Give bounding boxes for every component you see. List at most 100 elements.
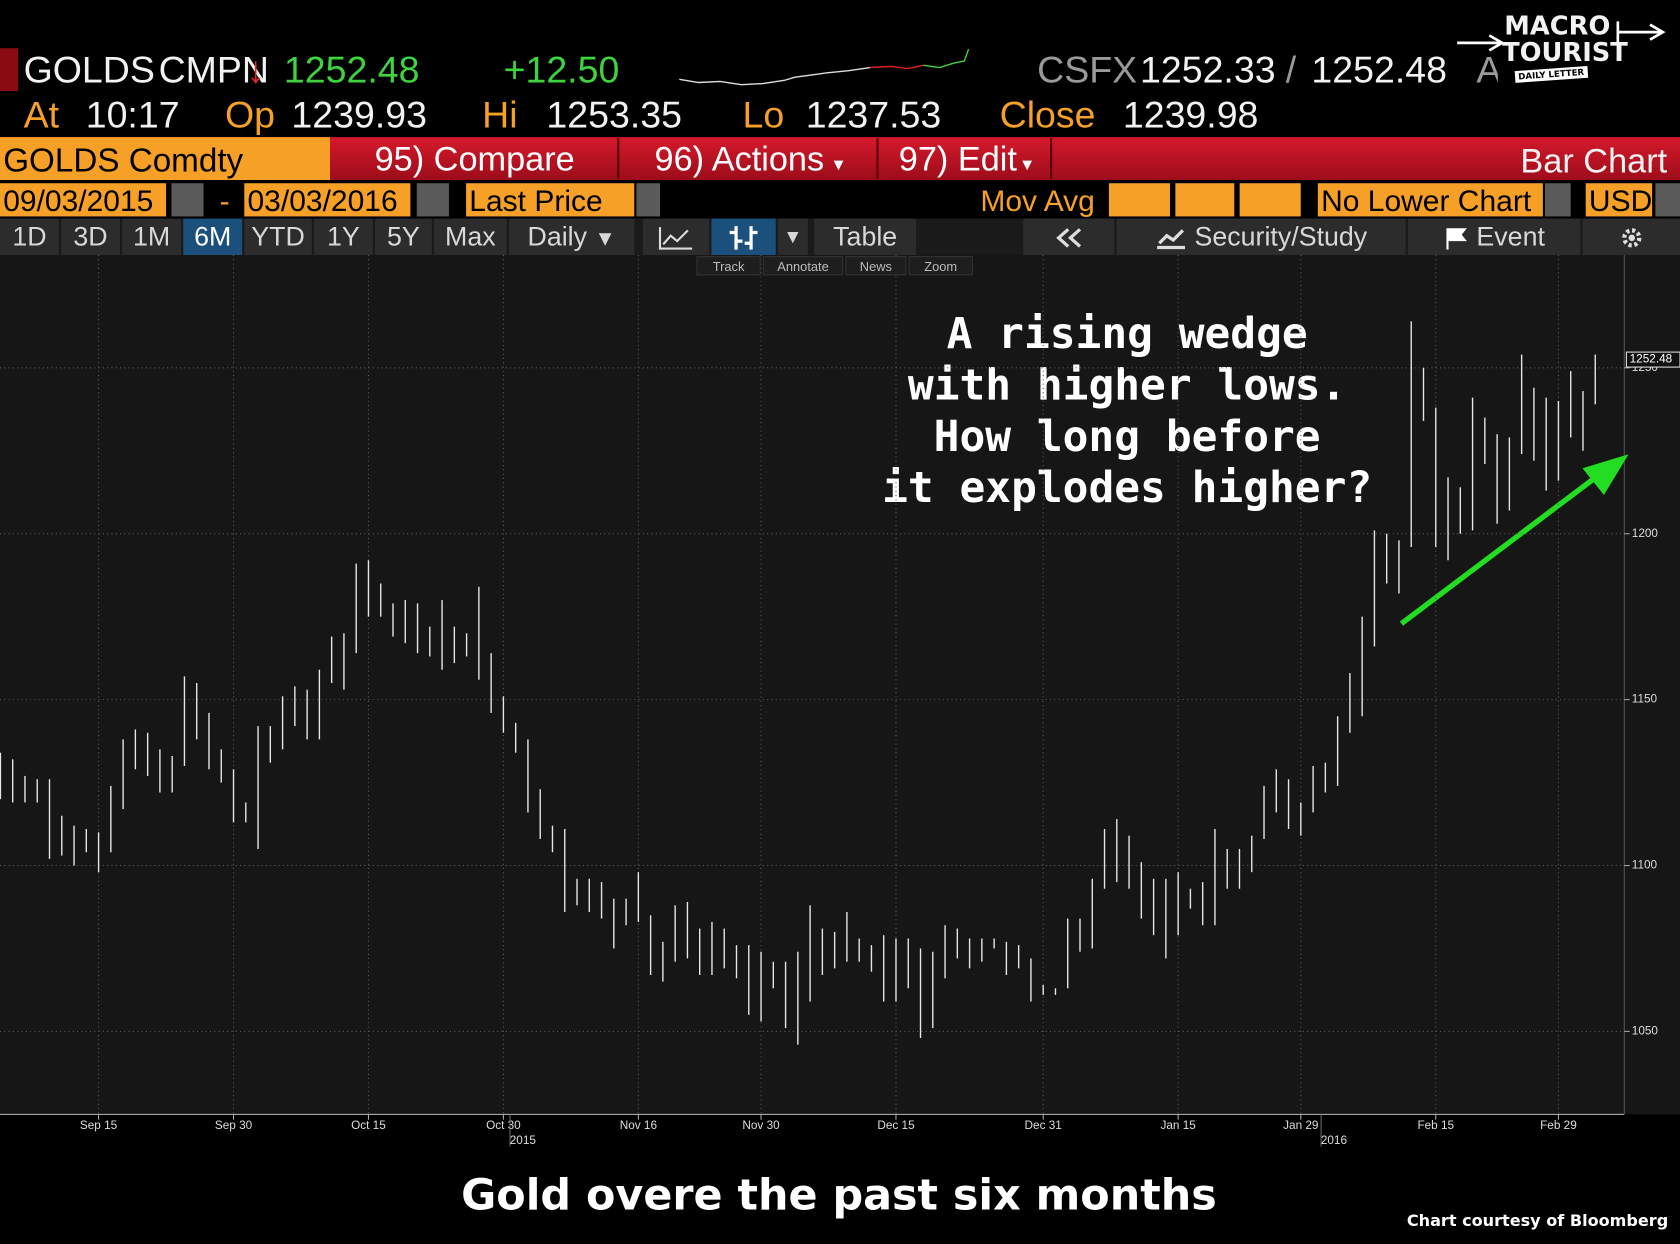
- button-text: Daily: [527, 221, 588, 252]
- icon: [1621, 228, 1641, 248]
- net-change: +12.50: [503, 49, 620, 92]
- calendar-icon[interactable]: [416, 183, 449, 217]
- button-text: 96) Actions: [654, 139, 825, 178]
- y-tick-label: 1050: [1632, 1025, 1659, 1038]
- open-label: Op: [225, 94, 276, 137]
- settings-button[interactable]: [1582, 218, 1680, 256]
- close: 1239.98: [1122, 94, 1259, 137]
- low-label: Lo: [742, 94, 785, 137]
- logo-arrows: [1457, 21, 1666, 52]
- mov-avg-field[interactable]: [1175, 183, 1235, 217]
- last-price: 1252.48: [283, 49, 420, 92]
- open: 1239.93: [291, 94, 427, 137]
- logo-line: TOURIST: [1502, 37, 1628, 68]
- y-tick-label: 1150: [1632, 693, 1658, 706]
- end-date[interactable]: 03/03/2016: [244, 183, 411, 218]
- plot-background: [0, 255, 1680, 1115]
- last-price-label: 1252.48: [1630, 353, 1673, 366]
- collapse-button[interactable]: [1023, 218, 1115, 256]
- source: CMPN: [158, 49, 269, 92]
- period-button[interactable]: 1M: [122, 218, 182, 256]
- dropdown[interactable]: [1655, 183, 1680, 217]
- start-date[interactable]: 09/03/2015: [0, 183, 167, 218]
- icon: [658, 227, 693, 251]
- actions-button[interactable]: 96) Actions ▾: [621, 138, 879, 179]
- compare-button[interactable]: 95) Compare: [332, 138, 620, 179]
- x-tick-label: Sep 30: [215, 1119, 253, 1132]
- mov-avg-field[interactable]: [1108, 183, 1171, 217]
- y-tick-label: 1200: [1632, 527, 1659, 540]
- security-study-button[interactable]: Security/Study: [1116, 218, 1406, 256]
- last-price-tag: [1625, 351, 1680, 368]
- dropdown[interactable]: [1545, 183, 1571, 217]
- event-button[interactable]: Event: [1407, 218, 1581, 256]
- table-button[interactable]: Table: [814, 218, 917, 256]
- x-tick-label: Oct 30: [486, 1119, 521, 1132]
- x-tick-label: Sep 15: [80, 1119, 118, 1132]
- date-dash: -: [219, 184, 230, 218]
- x-tick-label: Nov 16: [620, 1119, 658, 1132]
- mov-avg-field[interactable]: [1239, 183, 1301, 217]
- frequency-select[interactable]: Daily ▼: [508, 218, 635, 256]
- close-label: Close: [999, 94, 1096, 137]
- mov-avg-label: Mov Avg: [980, 184, 1095, 218]
- time: 10:17: [85, 94, 180, 137]
- trend-arrow: [1399, 474, 1599, 626]
- x-tick-label: Dec 15: [877, 1119, 915, 1132]
- bar-chart-icon[interactable]: [711, 218, 776, 256]
- button-text: Event: [1476, 221, 1545, 252]
- line-chart-icon[interactable]: [642, 218, 710, 256]
- x-tick-label: Feb 15: [1417, 1119, 1454, 1132]
- period-button[interactable]: 3D: [61, 218, 121, 256]
- security-field[interactable]: GOLDS Comdty: [0, 137, 331, 181]
- x-tick-label: Jan 29: [1283, 1119, 1318, 1132]
- chart-tool[interactable]: Annotate: [762, 256, 844, 276]
- chart-tool[interactable]: Zoom: [908, 256, 973, 276]
- period-button[interactable]: 1Y: [313, 218, 373, 256]
- logo-line: MACRO: [1504, 10, 1611, 41]
- credit: Chart courtesy of Bloomberg: [1407, 1211, 1668, 1230]
- down-arrow: ↓: [246, 49, 266, 92]
- x-tick-label: Jan 15: [1160, 1119, 1196, 1132]
- annotation-line: How long before: [934, 412, 1321, 462]
- period-button[interactable]: 1D: [0, 218, 59, 256]
- field-select[interactable]: Last Price: [466, 183, 635, 218]
- edit-button[interactable]: 97) Edit ▾: [880, 138, 1053, 179]
- annotation-line: it explodes higher?: [882, 463, 1372, 513]
- button-text: 97) Edit: [898, 139, 1017, 178]
- x-tick-label: Nov 30: [742, 1119, 780, 1132]
- icon: [729, 226, 758, 251]
- x-tick-label: Dec 31: [1025, 1119, 1062, 1132]
- bid: 1252.33: [1140, 49, 1276, 92]
- dropdown[interactable]: [636, 183, 661, 217]
- year-label: 2016: [1321, 1134, 1348, 1147]
- y-tick-label: 1100: [1632, 859, 1658, 872]
- chart-tool[interactable]: Track: [696, 256, 761, 276]
- currency-select[interactable]: USD: [1585, 183, 1652, 218]
- feed: CSFX: [1037, 49, 1138, 92]
- ticker: GOLDS: [23, 49, 155, 92]
- annotation-line: A rising wedge: [947, 309, 1308, 359]
- dropdown[interactable]: ▼: [777, 218, 808, 256]
- caption: Gold overe the past six months: [461, 1170, 1217, 1220]
- annotation-line: with higher lows.: [908, 360, 1346, 410]
- high: 1253.35: [546, 94, 682, 137]
- x-tick-label: Oct 15: [351, 1119, 386, 1132]
- period-button[interactable]: Max: [433, 218, 507, 256]
- lower-chart-select[interactable]: No Lower Chart: [1317, 183, 1543, 218]
- icon: [1446, 228, 1467, 251]
- icon: [1157, 229, 1185, 250]
- chart-tool[interactable]: News: [845, 256, 907, 276]
- year-label: 2015: [510, 1134, 537, 1147]
- period-button[interactable]: 6M: [183, 218, 243, 256]
- low: 1237.53: [805, 94, 942, 137]
- period-button[interactable]: YTD: [244, 218, 312, 256]
- icon: [1055, 228, 1081, 249]
- period-button[interactable]: 5Y: [375, 218, 432, 256]
- calendar-icon[interactable]: [171, 183, 204, 217]
- separator: /: [1285, 49, 1297, 92]
- status-square: [0, 48, 19, 92]
